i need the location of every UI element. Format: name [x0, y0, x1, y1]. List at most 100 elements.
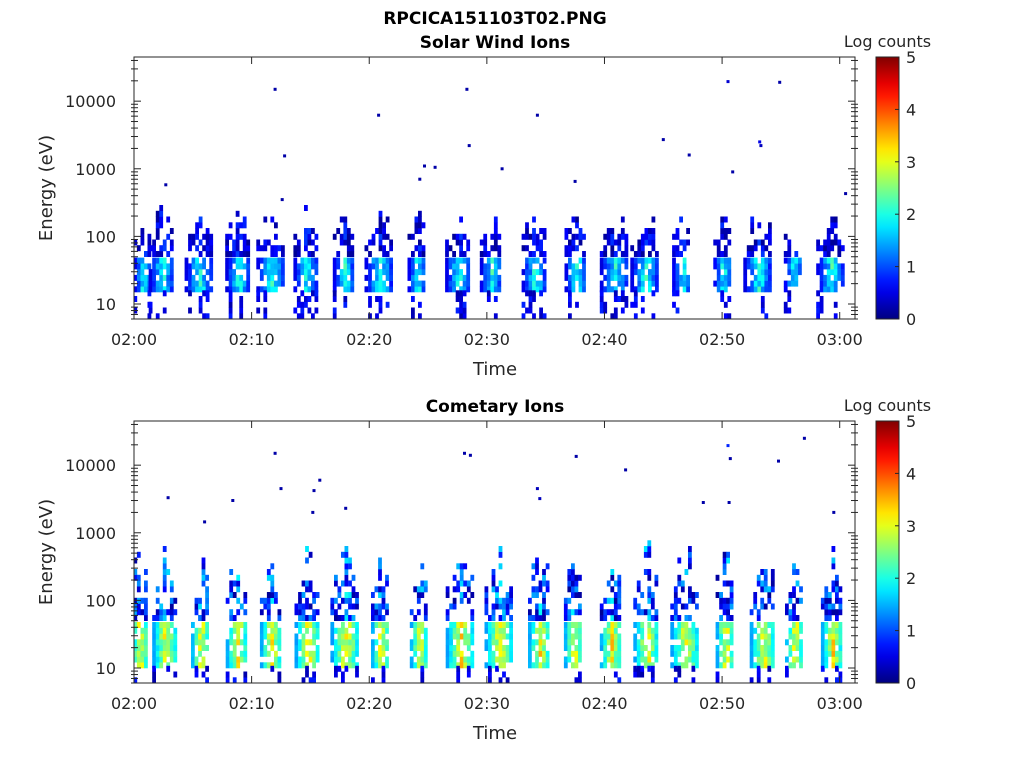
- count-cell: [613, 656, 618, 663]
- count-cell: [348, 557, 352, 564]
- count-cell: [637, 251, 642, 257]
- count-cell: [270, 633, 275, 640]
- count-cell: [756, 665, 761, 672]
- count-cell: [531, 639, 536, 646]
- count-cell: [136, 650, 141, 657]
- count-cell: [574, 662, 579, 669]
- count-cell: [140, 662, 145, 669]
- count-cell: [695, 639, 699, 646]
- count-cell: [816, 245, 820, 252]
- count-cell: [729, 662, 734, 669]
- count-cell: [521, 233, 526, 240]
- count-cell: [770, 650, 775, 657]
- count-cell: [416, 597, 421, 604]
- count-cell: [636, 586, 641, 593]
- count-cell: [225, 645, 230, 651]
- count-cell: [610, 228, 615, 234]
- count-cell: [531, 563, 536, 570]
- count-cell: [610, 274, 615, 281]
- count-cell: [826, 286, 831, 293]
- count-cell: [385, 269, 390, 276]
- count-cell: [332, 263, 337, 270]
- count-cell: [831, 580, 836, 587]
- count-cell: [823, 263, 827, 270]
- count-cell: [606, 597, 611, 604]
- count-cell: [334, 645, 338, 651]
- count-cell: [418, 239, 422, 246]
- count-cell: [155, 622, 160, 628]
- count-cell: [655, 274, 659, 281]
- count-cell: [525, 245, 529, 252]
- count-cell: [166, 233, 171, 240]
- count-cell: [763, 650, 768, 657]
- count-cell: [463, 639, 468, 646]
- count-cell: [243, 627, 248, 634]
- count-cell: [824, 627, 829, 634]
- count-cell: [827, 650, 832, 657]
- sparse-count-point: [726, 80, 730, 84]
- count-cell: [799, 656, 803, 663]
- count-cell: [723, 245, 728, 252]
- count-cell: [578, 650, 582, 657]
- count-cell: [300, 269, 305, 276]
- count-cell: [152, 274, 156, 281]
- count-cell: [490, 257, 495, 264]
- count-cell: [826, 251, 831, 257]
- count-cell: [620, 296, 625, 302]
- count-cell: [488, 622, 492, 628]
- count-cell: [521, 280, 526, 287]
- count-cell: [647, 656, 652, 663]
- count-cell: [169, 615, 174, 621]
- count-cell: [144, 622, 148, 628]
- count-cell: [194, 665, 199, 672]
- count-cell: [599, 615, 604, 621]
- count-cell: [198, 633, 202, 640]
- count-cell: [413, 639, 418, 646]
- count-cell: [682, 274, 687, 281]
- count-cell: [296, 313, 301, 319]
- count-cell: [239, 650, 244, 657]
- count-cell: [767, 650, 772, 657]
- count-cell: [277, 609, 282, 616]
- count-cell: [308, 639, 313, 646]
- count-cell: [420, 580, 425, 587]
- count-cell: [201, 563, 206, 570]
- count-cell: [462, 233, 467, 240]
- spectrogram-cells: [130, 436, 843, 683]
- count-cell: [130, 628, 134, 634]
- count-cell: [462, 301, 467, 308]
- count-cell: [531, 574, 536, 581]
- count-cell: [455, 257, 460, 264]
- count-cell: [670, 662, 675, 669]
- count-cell: [617, 622, 622, 628]
- count-cell: [691, 633, 696, 640]
- count-cell: [315, 622, 320, 628]
- count-cell: [610, 286, 615, 293]
- count-cell: [314, 280, 319, 287]
- count-cell: [799, 597, 803, 604]
- count-cell: [675, 263, 680, 270]
- count-cell: [677, 615, 682, 621]
- count-cell: [795, 639, 800, 646]
- count-cell: [263, 650, 268, 657]
- count-cell: [837, 269, 842, 276]
- colorbar: [875, 56, 900, 320]
- count-cell: [351, 633, 356, 640]
- count-cell: [787, 269, 792, 276]
- sparse-count-point: [726, 444, 730, 448]
- count-cell: [162, 557, 167, 564]
- count-cell: [371, 650, 375, 657]
- count-cell: [301, 645, 306, 651]
- count-cell: [423, 656, 428, 663]
- count-cell: [389, 257, 393, 264]
- count-cell: [166, 645, 171, 651]
- count-cell: [418, 216, 422, 223]
- count-cell: [484, 622, 489, 628]
- count-cell: [610, 251, 615, 257]
- count-cell: [719, 597, 723, 604]
- count-cell: [763, 633, 768, 640]
- count-cell: [647, 540, 652, 547]
- count-cell: [184, 269, 189, 276]
- count-cell: [243, 633, 248, 640]
- count-cell: [346, 257, 351, 264]
